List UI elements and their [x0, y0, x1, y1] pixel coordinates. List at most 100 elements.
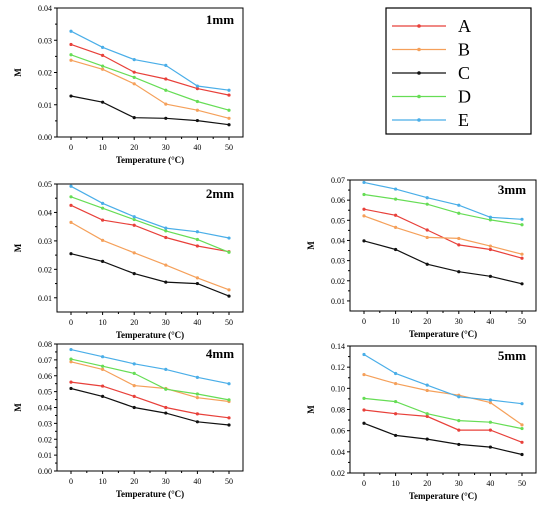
- data-point-E: [457, 395, 461, 399]
- data-point-D: [227, 398, 231, 402]
- x-tick-label: 20: [423, 317, 431, 326]
- x-tick-label: 50: [225, 143, 233, 152]
- panel-title: 2mm: [206, 186, 234, 201]
- data-point-C: [132, 116, 136, 120]
- series-line-D: [363, 193, 523, 226]
- data-point-C: [195, 118, 199, 123]
- y-tick-label: 0.02: [38, 435, 52, 444]
- data-point-E: [362, 180, 366, 185]
- data-point-B: [488, 244, 492, 248]
- data-point-E: [362, 352, 366, 357]
- data-point-C: [164, 116, 168, 120]
- y-axis-label: M: [13, 68, 23, 77]
- series-line-E: [70, 349, 230, 385]
- data-point-D: [101, 364, 105, 368]
- y-tick-label: 0.04: [38, 404, 52, 413]
- legend-marker-C: [417, 71, 421, 75]
- data-point-D: [457, 211, 461, 215]
- data-point-B: [132, 82, 136, 86]
- series-A: [69, 42, 231, 97]
- data-point-E: [101, 45, 105, 49]
- data-point-B: [227, 288, 231, 292]
- series-B: [69, 220, 231, 292]
- data-point-C: [457, 442, 461, 447]
- y-tick-label: 0.06: [331, 196, 345, 205]
- data-point-E: [69, 29, 73, 33]
- data-point-C: [132, 405, 136, 410]
- y-tick-label: 0.03: [38, 36, 52, 45]
- data-point-E: [488, 398, 492, 402]
- data-point-E: [164, 226, 168, 230]
- data-point-B: [101, 238, 105, 242]
- data-point-B: [164, 263, 168, 267]
- data-point-A: [101, 53, 105, 58]
- data-point-D: [164, 88, 168, 92]
- x-tick-label: 10: [99, 477, 107, 486]
- plot-frame: [56, 343, 244, 472]
- series-D: [362, 192, 524, 227]
- data-point-C: [164, 411, 168, 415]
- x-tick-label: 50: [225, 477, 233, 486]
- data-point-C: [394, 247, 398, 252]
- data-point-C: [101, 259, 105, 263]
- legend-label-C: C: [458, 63, 470, 83]
- data-point-B: [132, 383, 136, 388]
- data-point-B: [362, 214, 366, 218]
- data-point-E: [227, 382, 231, 386]
- series-line-B: [70, 221, 230, 291]
- data-point-A: [457, 428, 461, 432]
- data-point-E: [425, 383, 429, 387]
- panel-title: 1mm: [206, 12, 234, 27]
- data-point-A: [195, 87, 199, 91]
- series-E: [69, 184, 231, 240]
- series-line-E: [70, 30, 230, 91]
- series-C: [69, 94, 231, 127]
- y-tick-label: 0.02: [38, 69, 52, 78]
- chart-panel-4mm: 0.00 0.01 0.02 0.03 0.04 0.05 0.06 0.07 0.08 0 10 2…: [13, 340, 244, 499]
- series-line-D: [363, 397, 523, 430]
- series-line-A: [363, 409, 523, 443]
- y-tick-label: 0.06: [331, 427, 345, 436]
- y-tick-label: 0.02: [331, 277, 345, 286]
- data-point-A: [227, 93, 231, 97]
- series-line-D: [70, 54, 230, 111]
- panel-title: 4mm: [206, 346, 234, 361]
- data-point-D: [488, 218, 492, 222]
- data-point-E: [425, 196, 429, 200]
- data-point-C: [195, 281, 199, 286]
- data-point-C: [362, 421, 366, 425]
- data-point-A: [164, 405, 168, 410]
- data-point-B: [69, 58, 73, 62]
- x-tick-label: 0: [362, 317, 366, 326]
- data-point-B: [394, 225, 398, 229]
- data-point-C: [227, 123, 231, 127]
- data-point-E: [394, 187, 398, 191]
- x-axis-label: Temperature (°C): [409, 329, 477, 339]
- legend-label-D: D: [458, 87, 471, 107]
- x-tick-label: 20: [130, 477, 138, 486]
- y-tick-label: 0.03: [38, 419, 52, 428]
- series-line-D: [70, 196, 230, 253]
- data-point-C: [164, 280, 168, 284]
- data-point-E: [132, 215, 136, 219]
- series-line-C: [363, 240, 523, 285]
- x-tick-label: 40: [193, 318, 201, 327]
- x-tick-label: 10: [99, 143, 107, 152]
- data-point-C: [69, 386, 73, 391]
- data-point-D: [164, 229, 168, 233]
- series-B: [69, 360, 231, 404]
- data-point-D: [425, 412, 429, 416]
- y-axis-label: M: [13, 243, 23, 252]
- y-tick-label: 0.05: [38, 388, 52, 397]
- y-tick-label: 0.03: [331, 257, 345, 266]
- data-point-E: [520, 402, 524, 406]
- y-tick-label: 0.00: [38, 467, 52, 476]
- y-tick-label: 0.10: [331, 384, 345, 393]
- data-point-C: [457, 270, 461, 274]
- series-A: [362, 207, 524, 260]
- series-C: [362, 239, 524, 286]
- data-point-A: [132, 223, 136, 227]
- data-point-B: [164, 102, 168, 106]
- x-tick-label: 50: [518, 317, 526, 326]
